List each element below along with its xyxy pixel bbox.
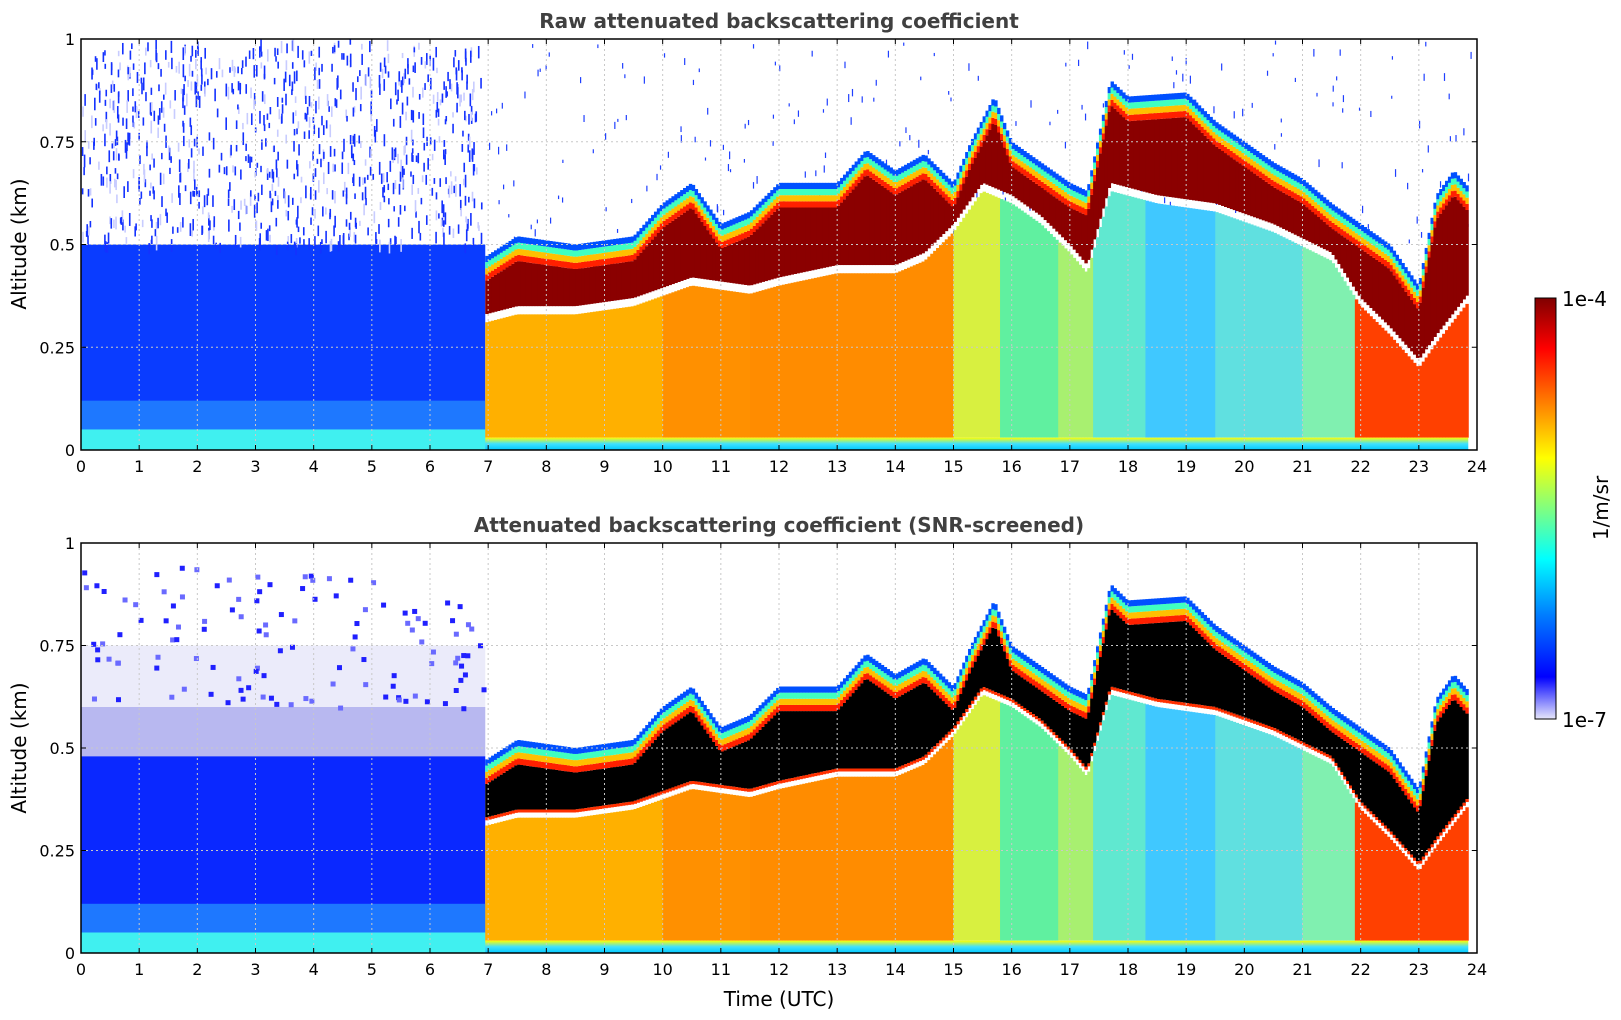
panel-1-y-ticks: 0 0.25 0.5 0.75 1: [39, 30, 1477, 460]
x-tick-label: 3: [250, 457, 260, 476]
x-tick-label: 14: [885, 457, 905, 476]
panel-2-grid: [81, 543, 1477, 953]
colorbar-max-label: 1e-4: [1562, 287, 1607, 311]
panel-2-y-axis-label: Altitude (km): [7, 682, 31, 813]
x-tick-label: 2: [192, 457, 202, 476]
x-tick-label: 12: [769, 960, 789, 979]
x-tick-label: 17: [1060, 457, 1080, 476]
y-tick-label: 0.25: [39, 338, 75, 357]
x-tick-label: 15: [943, 960, 963, 979]
x-tick-label: 19: [1176, 457, 1196, 476]
x-tick-label: 16: [1001, 457, 1021, 476]
x-tick-label: 11: [711, 457, 731, 476]
x-tick-label: 7: [483, 960, 493, 979]
surface-return-pre: [81, 429, 486, 450]
x-tick-label: 8: [541, 457, 551, 476]
x-tick-label: 12: [769, 457, 789, 476]
x-tick-label: 20: [1234, 960, 1254, 979]
pre-dawn-noise-region: [81, 39, 1472, 450]
x-tick-label: 15: [943, 457, 963, 476]
x-tick-label: 4: [309, 960, 319, 979]
raw-backscatter-panel: Raw attenuated backscattering coefficien…: [7, 9, 1487, 476]
x-tick-label: 13: [827, 457, 847, 476]
y-tick-label: 1: [65, 534, 75, 553]
y-tick-label: 0.25: [39, 842, 75, 861]
x-tick-label: 13: [827, 960, 847, 979]
raw-backscatter-heatmap: [81, 39, 1472, 450]
surface-return: [485, 437, 1469, 450]
panel-2-x-ticks: 0 1 2 3 4 5 6 7 8 9 10 11 12 13 14 15 16 17 18 19 20 21 22 23 24: [76, 543, 1487, 979]
x-tick-label: 11: [711, 960, 731, 979]
x-tick-label: 23: [1409, 960, 1429, 979]
x-tick-label: 0: [76, 457, 86, 476]
screened-backscatter-heatmap: [81, 565, 1469, 953]
y-tick-label: 0.75: [39, 637, 75, 656]
colorbar: 1e-4 1e-7 1/m/sr: [1534, 287, 1613, 732]
x-tick-label: 23: [1409, 457, 1429, 476]
x-tick-label: 10: [652, 960, 672, 979]
colorbar-min-label: 1e-7: [1562, 708, 1607, 732]
backscatter-columns: [485, 585, 1469, 953]
x-tick-label: 22: [1350, 457, 1370, 476]
x-tick-label: 7: [483, 457, 493, 476]
surface-return: [485, 940, 1469, 953]
x-tick-label: 6: [425, 960, 435, 979]
colorbar-unit-label: 1/m/sr: [1589, 475, 1613, 540]
x-tick-label: 19: [1176, 960, 1196, 979]
screened-backscatter-panel: Attenuated backscattering coefficient (S…: [7, 513, 1487, 1011]
x-tick-label: 5: [367, 960, 377, 979]
x-tick-label: 18: [1118, 457, 1138, 476]
x-tick-label: 6: [425, 457, 435, 476]
y-tick-label: 0.5: [50, 739, 75, 758]
x-tick-label: 4: [309, 457, 319, 476]
panel-2-title: Attenuated backscattering coefficient (S…: [474, 513, 1084, 537]
backscatter-columns: [485, 81, 1469, 450]
x-tick-label: 9: [599, 960, 609, 979]
y-tick-label: 0.5: [50, 236, 75, 255]
x-tick-label: 9: [599, 457, 609, 476]
panel-1-x-ticks: 0 1 2 3 4 5 6 7 8 9 10 11 12 13 14 15 16 17 18 19 20 21 22 23 24: [76, 39, 1487, 476]
panel-1-grid: [81, 39, 1477, 450]
x-tick-label: 21: [1292, 457, 1312, 476]
panel-2-y-ticks: 0 0.25 0.5 0.75 1: [39, 534, 1477, 963]
x-tick-label: 1: [134, 960, 144, 979]
x-tick-label: 17: [1060, 960, 1080, 979]
x-axis-label: Time (UTC): [723, 987, 835, 1011]
x-tick-label: 21: [1292, 960, 1312, 979]
y-tick-label: 0: [65, 944, 75, 963]
x-tick-label: 16: [1001, 960, 1021, 979]
x-tick-label: 14: [885, 960, 905, 979]
x-tick-label: 5: [367, 457, 377, 476]
x-tick-label: 2: [192, 960, 202, 979]
y-tick-label: 1: [65, 30, 75, 49]
x-tick-label: 8: [541, 960, 551, 979]
panel-1-title: Raw attenuated backscattering coefficien…: [539, 9, 1019, 33]
x-tick-label: 24: [1467, 457, 1487, 476]
panel-1-y-axis-label: Altitude (km): [7, 178, 31, 309]
x-tick-label: 20: [1234, 457, 1254, 476]
surface-return-pre: [81, 932, 486, 953]
x-tick-label: 10: [652, 457, 672, 476]
pre-dawn-noise-region: [81, 565, 487, 953]
x-tick-label: 0: [76, 960, 86, 979]
x-tick-label: 22: [1350, 960, 1370, 979]
colorbar-gradient: [1534, 297, 1557, 720]
x-tick-label: 1: [134, 457, 144, 476]
x-tick-label: 3: [250, 960, 260, 979]
y-tick-label: 0: [65, 441, 75, 460]
y-tick-label: 0.75: [39, 133, 75, 152]
x-tick-label: 18: [1118, 960, 1138, 979]
x-tick-label: 24: [1467, 960, 1487, 979]
